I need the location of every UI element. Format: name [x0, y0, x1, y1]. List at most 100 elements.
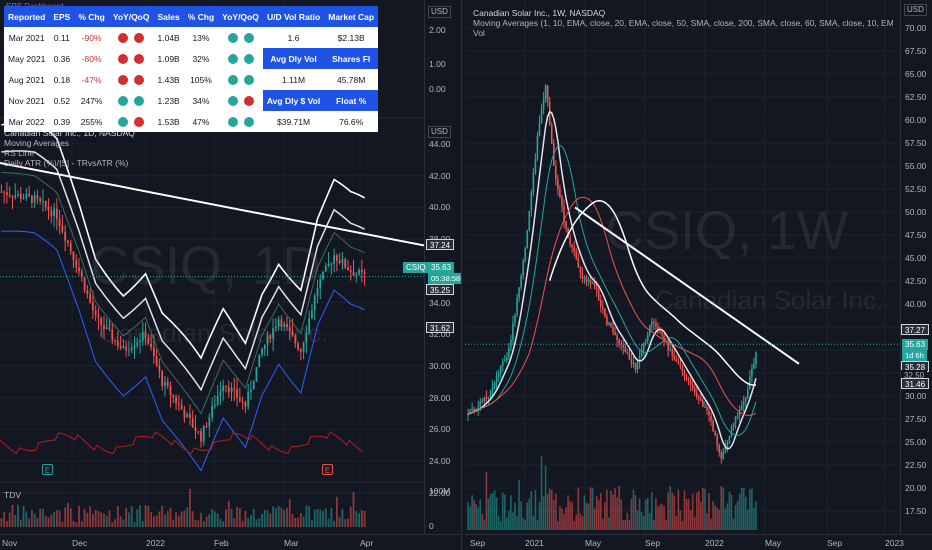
moving-average-line: [467, 144, 757, 436]
hdr-sales: Sales: [153, 6, 184, 27]
left-top-axis-tick: 1.00: [429, 59, 446, 69]
left-legend: Canadian Solar Inc., 1D, NASDAQ Moving A…: [4, 128, 135, 168]
right-main-axis-tick: 55.00: [905, 161, 927, 171]
volume-bar: [91, 514, 94, 527]
right-time-axis[interactable]: Sep 2021 May Sep 2022 May Sep 2023: [465, 534, 932, 550]
volume-bar: [561, 508, 563, 530]
volume-bar: [479, 499, 482, 530]
volume-bar: [683, 490, 686, 530]
candle-body: [191, 418, 194, 428]
right-main-axis-tick: 65.00: [905, 69, 927, 79]
candle-body: [751, 368, 753, 377]
moving-average-line: [548, 199, 756, 386]
right-chart-pane[interactable]: CSIQ, 1W Canadian Solar Inc. Canadian So…: [465, 0, 932, 550]
left-currency-main[interactable]: USD: [428, 126, 451, 138]
hdr-sales-yoy: YoY/QoQ: [218, 6, 263, 27]
candle-body: [742, 401, 745, 406]
right-legend-symbol[interactable]: Canadian Solar Inc., 1W, NASDAQ: [473, 8, 606, 18]
candle-body: [233, 387, 236, 390]
volume-bar: [344, 519, 347, 527]
candle-body: [630, 359, 633, 364]
eps-dot-red-icon: [118, 53, 129, 64]
right-main-axis-tick: 60.00: [905, 115, 927, 125]
eps-dot-green-icon: [134, 95, 145, 106]
candle-body: [36, 195, 39, 199]
right-legend-ma[interactable]: Moving Averages (1, 10, EMA, close, 20, …: [473, 18, 893, 28]
candle-body: [133, 345, 136, 348]
right-chart-canvas[interactable]: [465, 0, 900, 534]
candle-body: [712, 420, 714, 432]
volume-bar: [322, 511, 324, 527]
volume-bar: [506, 517, 508, 530]
volume-bar: [742, 488, 745, 530]
candle-body: [499, 366, 502, 374]
candle-body: [111, 329, 114, 341]
left-currency-top[interactable]: USD: [428, 6, 451, 18]
right-price-axis[interactable]: USD 70.00 67.50 65.00 62.50 60.00 57.50 55.00 5…: [900, 0, 932, 550]
reported-date: May 2021: [4, 48, 50, 69]
volume-bar: [638, 498, 641, 530]
candle-body: [540, 109, 543, 123]
reported-date: Aug 2021: [4, 69, 50, 90]
volume-bar: [61, 521, 64, 527]
candle-body: [663, 335, 665, 342]
candle-body: [581, 272, 584, 279]
volume-bar: [630, 499, 633, 530]
volume-bar: [681, 521, 684, 530]
volume-bar: [567, 495, 569, 530]
candle-body: [628, 352, 631, 360]
volume-bar: [158, 511, 161, 527]
left-main-axis-tick: 32.00: [429, 329, 451, 340]
volume-bar: [653, 519, 655, 530]
candle-body: [247, 391, 250, 407]
volume-bar: [620, 499, 622, 530]
candle-body: [534, 159, 537, 173]
volume-bar: [471, 495, 473, 530]
volume-bar: [550, 490, 553, 530]
left-legend-rs[interactable]: RS Line: [4, 148, 35, 158]
candle-body: [349, 270, 352, 273]
candle-body: [130, 347, 133, 351]
candle-body: [177, 403, 180, 405]
earnings-badge-mar[interactable]: E: [322, 464, 333, 475]
right-main-axis-tick: 62.50: [905, 92, 927, 102]
right-legend: Canadian Solar Inc., 1W, NASDAQ Moving A…: [473, 8, 893, 38]
left-legend-atr[interactable]: Daily ATR (%)/|S| - TRvsATR (%): [4, 158, 129, 168]
candle-body: [241, 400, 244, 402]
volume-bar: [78, 505, 80, 527]
volume-bar: [659, 504, 661, 530]
right-time-tick: May: [585, 538, 602, 548]
candle-body: [125, 346, 128, 351]
left-time-axis[interactable]: Nov Dec 2022 Feb Mar Apr: [0, 534, 461, 550]
right-legend-vol[interactable]: Vol: [473, 28, 485, 38]
candle-body: [316, 288, 319, 296]
left-chart-pane[interactable]: EPS Dashboard CSIQ, 1D Canadian Solar In…: [0, 0, 462, 550]
candle-body: [740, 405, 743, 410]
volume-bar: [720, 486, 723, 530]
candle-body: [136, 342, 139, 346]
volume-bar: [89, 506, 92, 527]
volume-bar: [499, 521, 502, 530]
eps-value: 0.52: [49, 90, 75, 111]
eps-change: 255%: [74, 111, 109, 132]
right-time-tick: Sep: [827, 538, 843, 548]
volume-bar: [8, 512, 11, 527]
candle-body: [355, 273, 358, 276]
sales-dot-green-icon: [227, 116, 238, 127]
candle-body: [602, 306, 604, 309]
candle-body: [333, 255, 336, 264]
volume-bar: [516, 515, 518, 530]
sales-dot-green-icon: [243, 74, 254, 85]
candle-body: [116, 340, 119, 347]
sales-value: 1.04B: [153, 27, 184, 48]
volume-bar: [622, 519, 625, 530]
right-currency[interactable]: USD: [904, 4, 927, 16]
earnings-badge-nov[interactable]: E: [42, 464, 53, 475]
left-legend-symbol[interactable]: Canadian Solar Inc., 1D, NASDAQ: [4, 128, 135, 138]
sales-dot-green-icon: [243, 116, 254, 127]
candle-body: [91, 302, 94, 311]
candle-body: [544, 85, 547, 99]
left-chart-canvas[interactable]: [0, 0, 424, 534]
left-legend-ma[interactable]: Moving Averages: [4, 138, 70, 148]
left-main-axis-tick: 26.00: [429, 424, 451, 435]
